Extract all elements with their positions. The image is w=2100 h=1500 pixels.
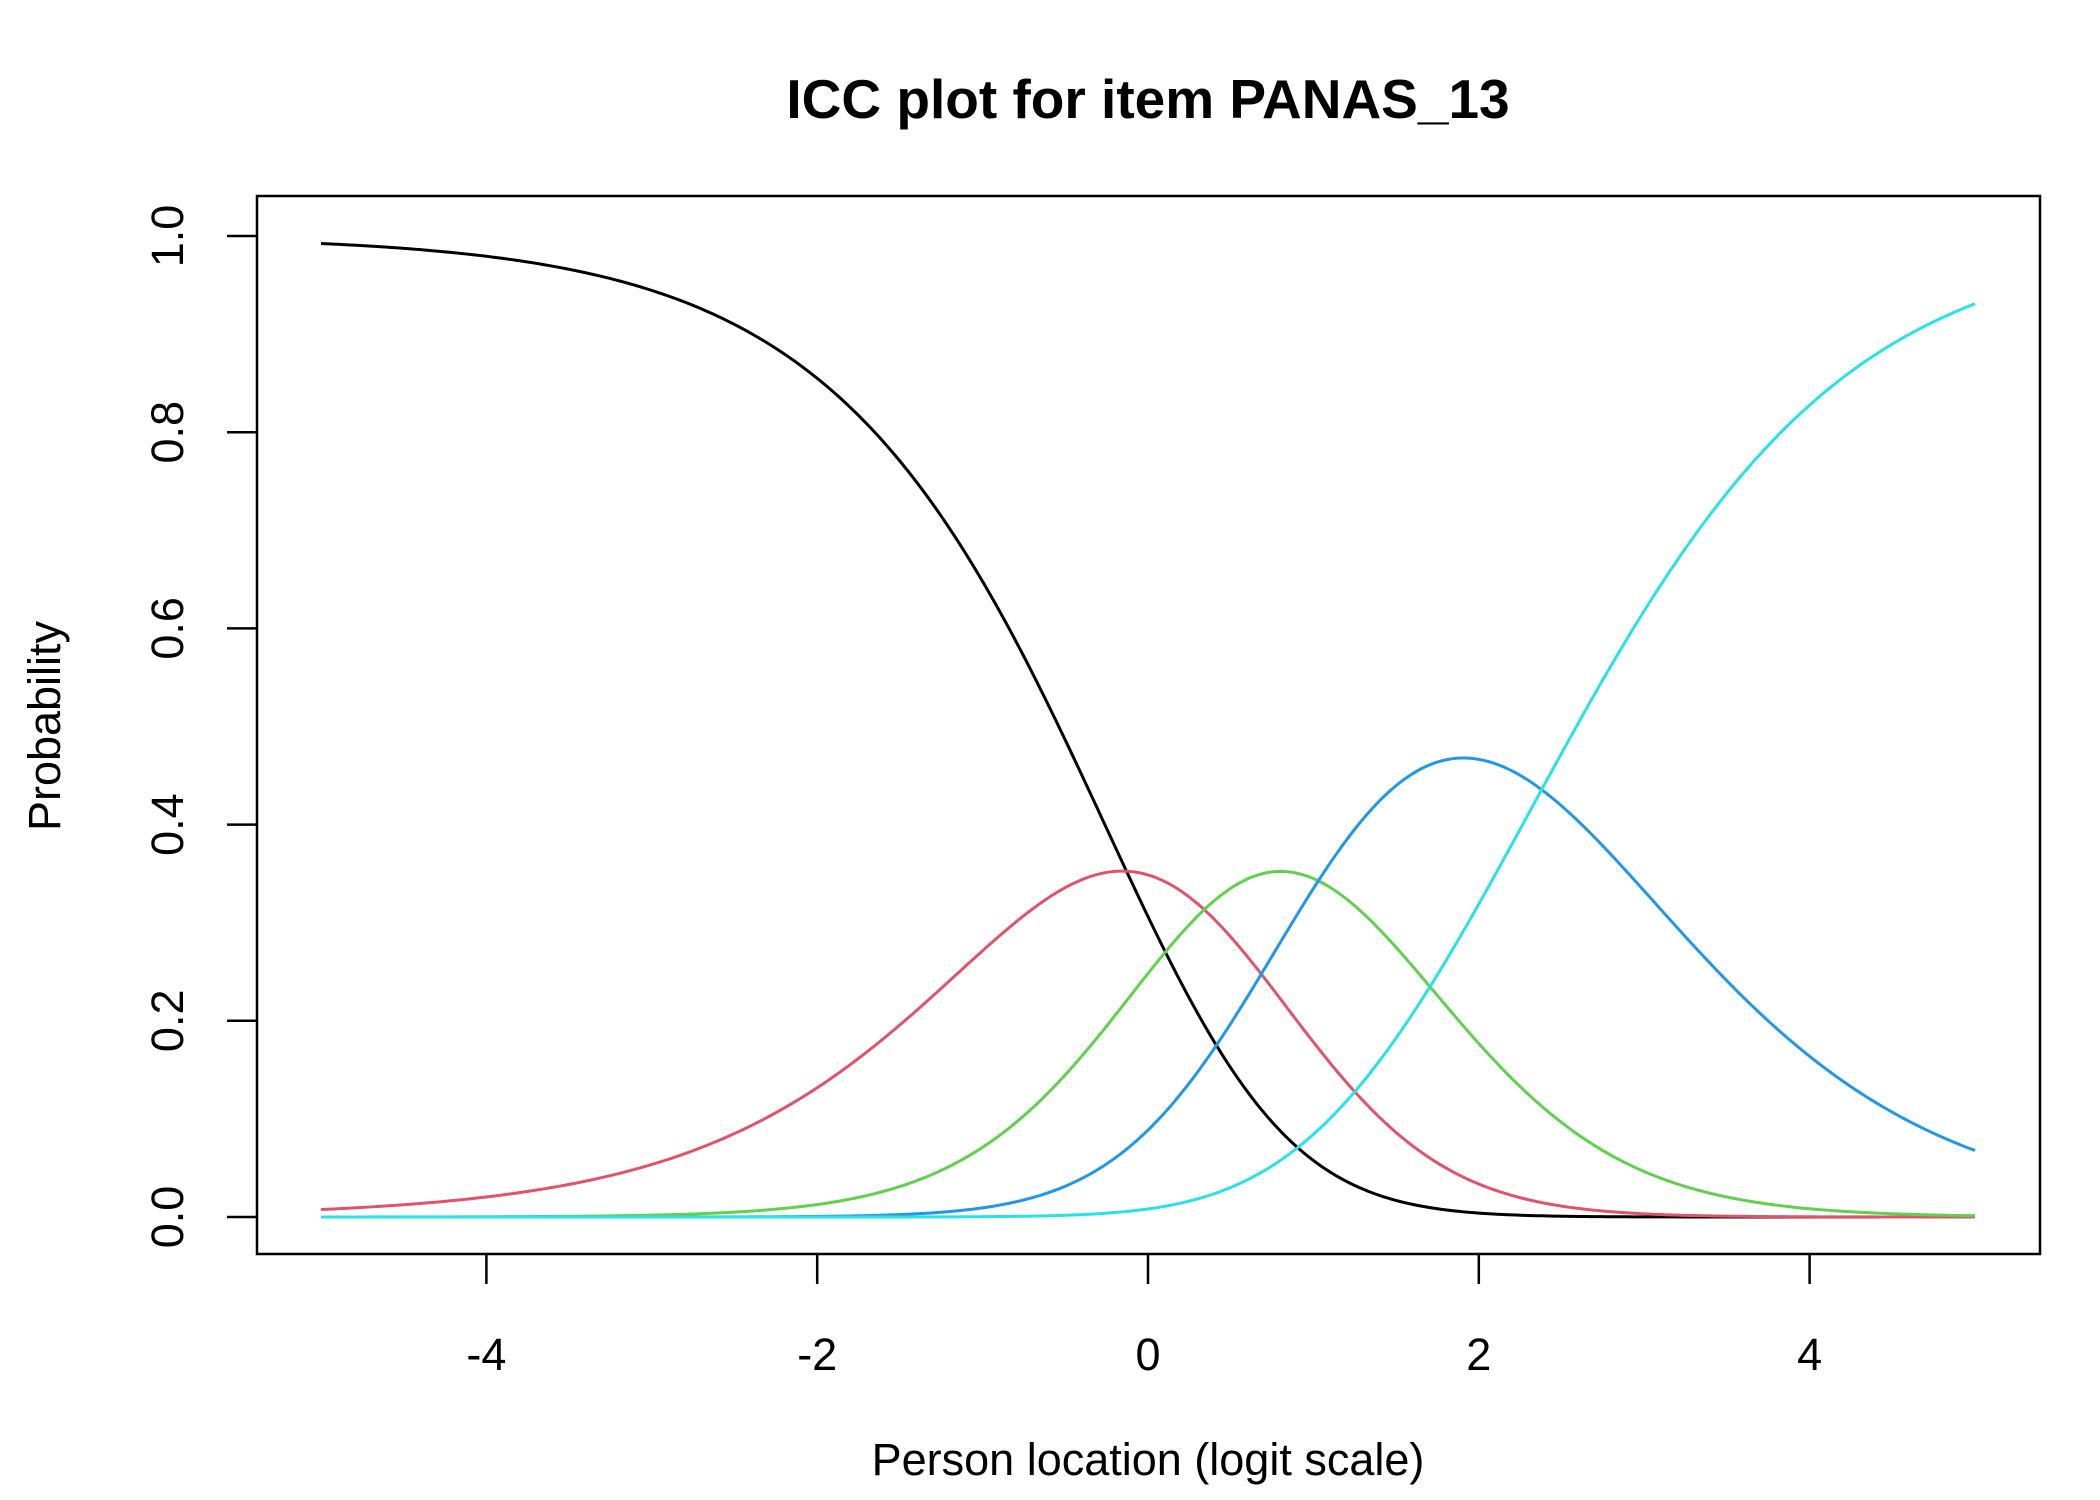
x-tick-label: -2	[797, 1329, 837, 1380]
y-tick-label: 0.0	[142, 1186, 193, 1249]
x-tick-label: -4	[466, 1329, 506, 1380]
y-tick-label: 0.2	[142, 990, 193, 1053]
category-curve-4	[321, 302, 1976, 1219]
category-curve-1	[320, 869, 1975, 1219]
y-axis-label: Probability	[19, 620, 70, 831]
category-curve-3	[321, 756, 1976, 1219]
category-curve-2	[321, 869, 1976, 1219]
x-axis-label: Person location (logit scale)	[872, 1434, 1425, 1485]
y-tick-label: 1.0	[142, 205, 193, 268]
plot-frame	[255, 194, 2042, 1256]
y-tick-label: 0.4	[142, 793, 193, 856]
category-curve-0	[320, 242, 1975, 1219]
curves-layer	[320, 242, 1976, 1219]
y-axis: 0.0 0.2 0.4 0.6 0.8 1.0	[142, 205, 257, 1249]
x-tick-label: 2	[1466, 1329, 1491, 1380]
y-tick-label: 0.8	[142, 401, 193, 464]
x-axis: -4 -2 0 2 4	[466, 1254, 1822, 1380]
chart-title: ICC plot for item PANAS_13	[786, 68, 1509, 130]
x-tick-label: 0	[1135, 1329, 1160, 1380]
x-tick-label: 4	[1797, 1329, 1822, 1380]
y-tick-label: 0.6	[142, 597, 193, 660]
